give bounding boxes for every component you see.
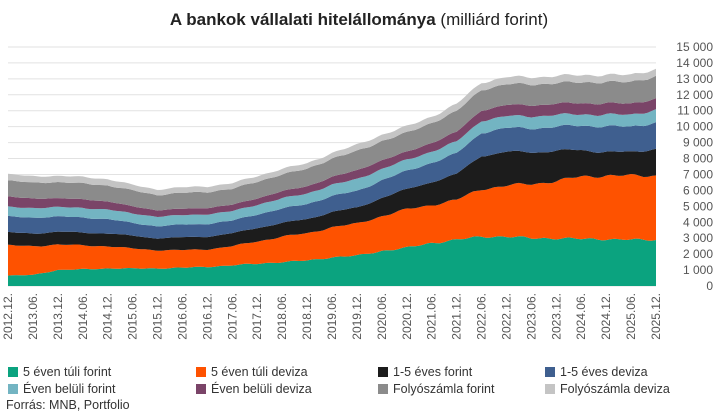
y-tick-label: 1 000: [683, 263, 713, 277]
x-tick-label: 2013.06.: [26, 293, 40, 340]
legend-item: Folyószámla forint: [378, 381, 494, 397]
x-tick-label: 2016.12.: [200, 293, 214, 340]
y-tick-label: 14 000: [676, 56, 713, 70]
legend: 5 éven túli forint 5 éven túli deviza 1-5 …: [0, 364, 718, 400]
legend-item: 5 éven túli deviza: [196, 364, 308, 380]
x-tick-label: 2025.06.: [624, 293, 638, 340]
x-tick-label: 2024.06.: [574, 293, 588, 340]
legend-item: Éven belüli deviza: [196, 381, 312, 397]
x-tick-label: 2016.06.: [175, 293, 189, 340]
x-tick-label: 2020.06.: [375, 293, 389, 340]
y-tick-label: 3 000: [683, 231, 713, 245]
chart-title-bold: A bankok vállalati hitelállománya: [170, 10, 436, 29]
source-note: Forrás: MNB, Portfolio: [6, 398, 130, 412]
x-tick-label: 2018.06.: [275, 293, 289, 340]
legend-item: 1-5 éves forint: [378, 364, 472, 380]
legend-label: Éven belüli deviza: [211, 382, 312, 396]
y-tick-label: 13 000: [676, 72, 713, 86]
legend-item: 5 éven túli forint: [8, 364, 111, 380]
y-tick-label: 8 000: [683, 152, 713, 166]
area-series-8: [8, 68, 656, 196]
x-tick-label: 2017.12.: [250, 293, 264, 340]
y-tick-label: 7 000: [683, 167, 713, 181]
legend-swatch: [545, 384, 555, 394]
x-tick-label: 2023.06.: [524, 293, 538, 340]
area-series-1: [8, 236, 656, 286]
x-tick-label: 2022.12.: [499, 293, 513, 340]
y-tick-label: 4 000: [683, 215, 713, 229]
x-tick-label: 2023.12.: [549, 293, 563, 340]
area-series-6: [8, 98, 656, 217]
legend-label: 1-5 éves forint: [393, 365, 473, 379]
area-series-5: [8, 109, 656, 227]
legend-swatch: [378, 367, 388, 377]
legend-item: Éven belüli forint: [8, 381, 115, 397]
x-tick-label: 2020.12.: [400, 293, 414, 340]
area-series-4: [8, 122, 656, 239]
y-tick-label: 9 000: [683, 136, 713, 150]
x-tick-label: 2024.12.: [599, 293, 613, 340]
x-tick-label: 2014.12.: [101, 293, 115, 340]
y-tick-label: 2 000: [683, 247, 713, 261]
x-tick-label: 2021.12.: [450, 293, 464, 340]
chart-title-rest: (milliárd forint): [440, 10, 548, 29]
legend-label: Folyószámla forint: [393, 382, 495, 396]
y-tick-label: 10 000: [676, 120, 713, 134]
y-tick-label: 5 000: [683, 199, 713, 213]
x-axis: 2012.12. 2013.06. 2013.12. 2014.06. 2014.12.…: [1, 293, 663, 340]
legend-swatch: [196, 367, 206, 377]
legend-swatch: [378, 384, 388, 394]
x-tick-label: 2015.12.: [151, 293, 165, 340]
x-tick-label: 2017.06.: [225, 293, 239, 340]
legend-label: Éven belüli forint: [23, 382, 116, 396]
x-tick-label: 2019.06.: [325, 293, 339, 340]
y-tick-label: 6 000: [683, 183, 713, 197]
legend-label: 5 éven túli deviza: [211, 365, 308, 379]
x-tick-label: 2025.12.: [649, 293, 663, 340]
x-tick-label: 2012.12.: [1, 293, 15, 340]
legend-label: 1-5 éves deviza: [560, 365, 648, 379]
x-tick-label: 2013.12.: [51, 293, 65, 340]
y-tick-label: 11 000: [677, 104, 713, 118]
plot-areas: [8, 68, 656, 286]
x-tick-label: 2015.06.: [126, 293, 140, 340]
legend-swatch: [8, 384, 18, 394]
legend-swatch: [196, 384, 206, 394]
legend-swatch: [8, 367, 18, 377]
y-tick-label: 0: [706, 279, 713, 293]
y-tick-label: 12 000: [676, 88, 713, 102]
y-tick-label: 15 000: [676, 40, 713, 54]
area-series-3: [8, 148, 656, 251]
legend-label: 5 éven túli forint: [23, 365, 112, 379]
legend-item: 1-5 éves deviza: [545, 364, 648, 380]
area-series-7: [8, 75, 656, 211]
x-tick-label: 2014.06.: [76, 293, 90, 340]
x-tick-label: 2021.06.: [425, 293, 439, 340]
x-tick-label: 2019.12.: [350, 293, 364, 340]
chart-title: A bankok vállalati hitelállománya (milli…: [170, 10, 548, 29]
legend-label: Folyószámla deviza: [560, 382, 670, 396]
x-tick-label: 2018.12.: [300, 293, 314, 340]
legend-item: Folyószámla deviza: [545, 381, 670, 397]
legend-swatch: [545, 367, 555, 377]
area-series-2: [8, 174, 656, 276]
x-tick-label: 2022.06.: [475, 293, 489, 340]
